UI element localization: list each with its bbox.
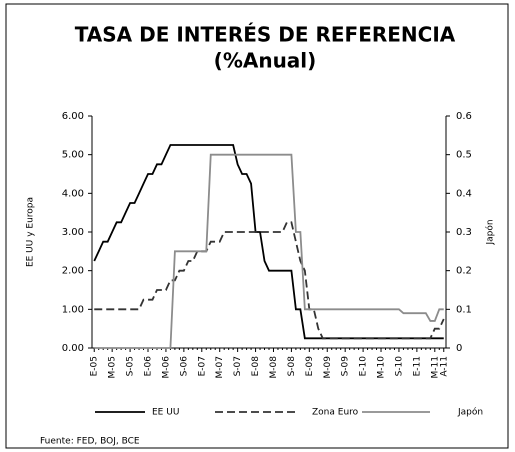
y-tick-label: 0.00 (62, 343, 84, 354)
y2-tick-label: 0 (456, 343, 462, 354)
y2-tick-label: 0.5 (456, 150, 472, 161)
x-tick-label: S-08 (287, 356, 297, 377)
x-tick-label: S-05 (126, 356, 136, 376)
data-line (94, 221, 445, 340)
chart-subtitle: (%Anual) (214, 49, 317, 73)
x-tick-label: S-10 (394, 356, 404, 377)
x-tick-label: M-10 (377, 356, 387, 379)
chart-title: TASA DE INTERÉS DE REFERENCIA (75, 23, 456, 47)
y2-axis-label: Japón (485, 219, 496, 245)
y-tick-label: 5.00 (62, 150, 84, 161)
x-tick-label: S-09 (341, 356, 351, 377)
x-tick-label: E-09 (305, 356, 315, 377)
x-tick-label: M-06 (161, 356, 171, 379)
y2-tick-label: 0.6 (456, 111, 472, 122)
y-tick-label: 4.00 (62, 188, 84, 199)
legend-label: EE UU (152, 408, 179, 418)
x-tick-label: E-11 (412, 356, 422, 376)
y2-tick-label: 0.4 (456, 188, 472, 199)
x-tick-label: M-08 (269, 356, 279, 379)
x-tick-label: S-06 (179, 356, 189, 377)
x-tick-label: E-05 (90, 356, 100, 376)
x-tick-label: E-10 (359, 356, 369, 377)
x-tick-label: M-09 (323, 356, 333, 379)
y2-tick-label: 0.2 (456, 266, 472, 277)
y-tick-label: 1.00 (62, 304, 84, 315)
x-tick-label: E-07 (197, 356, 207, 376)
x-tick-label: M-07 (215, 356, 225, 378)
x-tick-label: E-08 (251, 356, 261, 377)
y-tick-label: 6.00 (62, 111, 84, 122)
chart-frame (5, 3, 509, 449)
x-tick-label: M-05 (108, 356, 118, 378)
y2-tick-label: 0.3 (456, 227, 472, 238)
y2-tick-label: 0.1 (456, 304, 472, 315)
y-axis-label: EE UU y Europa (26, 197, 36, 267)
legend-label: Japón (457, 407, 483, 418)
x-tick-label: M-11 (430, 356, 440, 378)
data-line (94, 153, 444, 349)
y-tick-label: 3.00 (62, 227, 84, 238)
x-tick-label: E-06 (144, 356, 154, 377)
x-tick-label: S-07 (233, 356, 243, 376)
legend-label: Zona Euro (312, 408, 359, 418)
y-tick-label: 2.00 (62, 266, 84, 277)
x-tick-label: A-11 (439, 356, 449, 377)
source-note: Fuente: FED, BOJ, BCE (40, 437, 140, 447)
